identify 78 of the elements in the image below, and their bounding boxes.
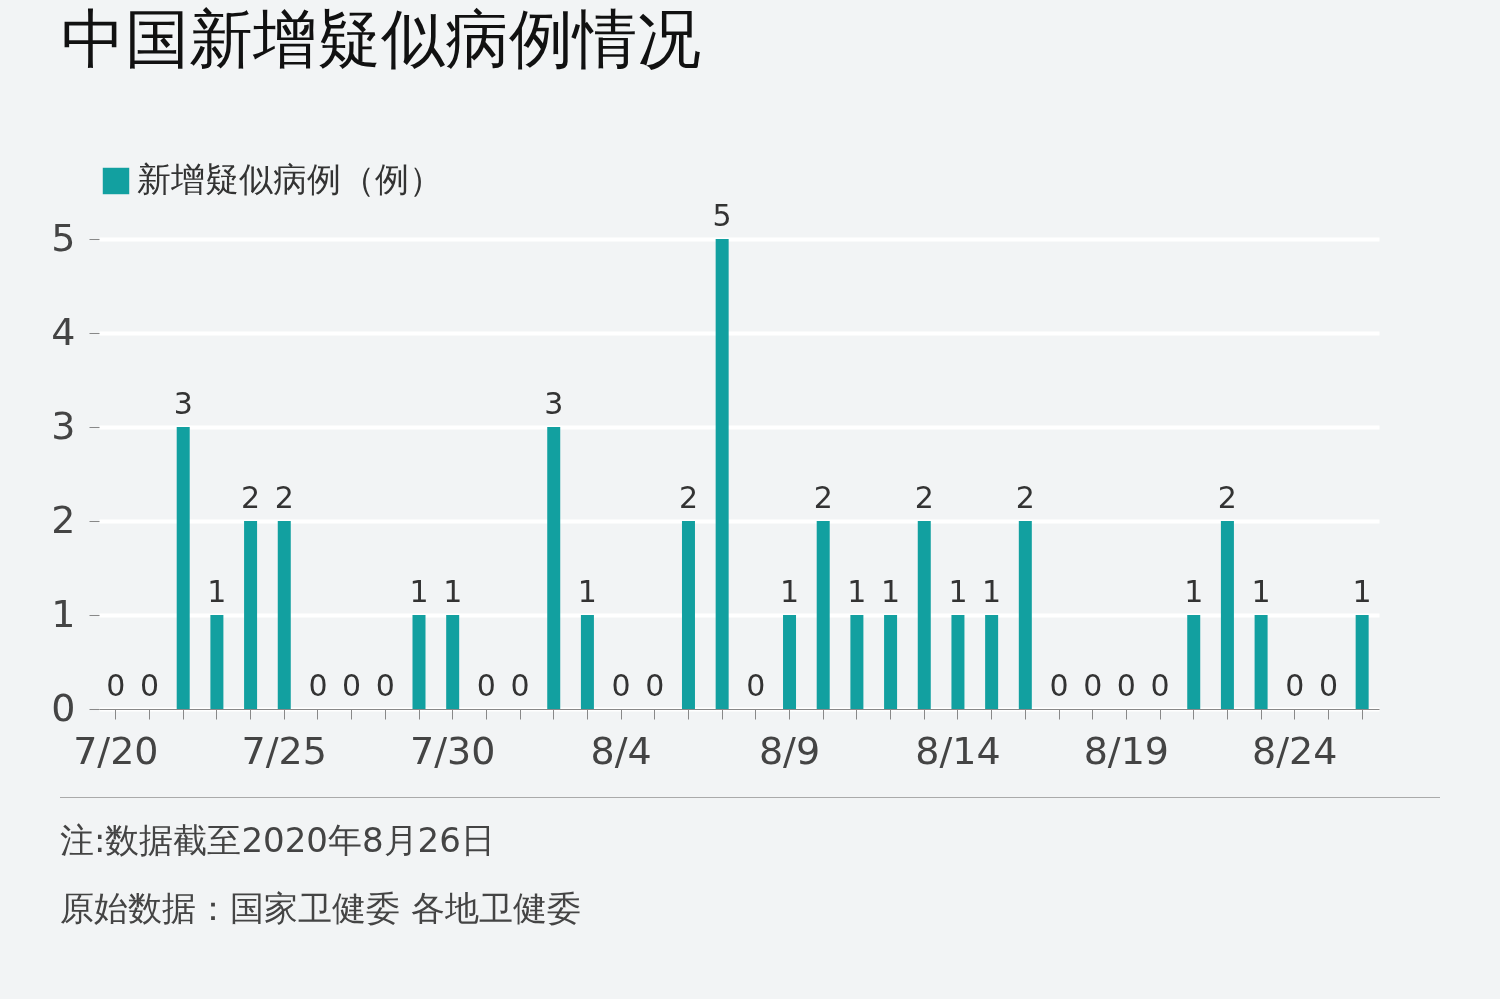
data-label: 0 [1318,668,1339,703]
data-label: 0 [342,668,362,703]
data-label: 0 [1150,668,1170,703]
x-tick-label: 7/20 [73,728,159,773]
x-tick-label: 8/24 [1252,728,1338,773]
x-tick-label: 8/4 [590,728,652,773]
y-tick-label: 4 [51,309,76,354]
data-label: 1 [948,574,968,609]
legend-label: 新增疑似病例（例） [137,159,443,199]
data-label: 2 [914,480,934,515]
data-label: 0 [1049,668,1069,703]
bar [210,615,224,709]
bar [850,615,864,709]
data-label: 1 [1184,574,1204,609]
data-label: 3 [173,386,193,421]
bar [715,239,729,709]
bar [244,521,258,709]
bar [985,615,999,709]
data-label: 1 [443,574,463,609]
y-tick-label: 2 [51,497,76,542]
data-label: 2 [274,480,294,515]
data-label: 0 [1116,668,1136,703]
text: 原始数据：国家卫健委 各地卫健委 [60,887,582,930]
x-tick-label: 8/19 [1083,728,1170,773]
y-tick-label: 0 [51,685,76,730]
x-tick-label: 8/14 [915,728,1001,773]
data-label: 0 [308,668,328,703]
chart-title: 中国新增疑似病例情况 [60,2,701,76]
data-label: 0 [645,668,665,703]
y-tick-label: 5 [51,215,76,260]
bar [580,615,594,709]
data-label: 2 [1217,480,1237,515]
data-label: 1 [577,574,597,609]
data-label: 2 [678,480,699,515]
data-label: 1 [1251,574,1271,609]
data-label: 1 [1352,574,1372,609]
bar [446,615,460,709]
data-label: 0 [139,668,160,703]
data-label: 0 [106,668,126,703]
data-label: 0 [476,668,496,703]
x-tick-label: 7/30 [410,728,496,773]
bar [1254,615,1268,709]
data-label: 3 [544,386,564,421]
data-label: 2 [1015,480,1035,515]
x-tick-label: 8/9 [758,728,821,773]
data-label: 1 [409,574,429,609]
bar [681,521,695,709]
y-tick-label: 3 [51,403,76,448]
data-label: 1 [779,574,800,609]
x-tick-label: 7/25 [241,728,327,773]
data-label: 1 [881,574,901,609]
bar [1187,615,1201,709]
data-label: 1 [847,574,867,609]
data-label: 0 [1285,668,1305,703]
bar [176,427,190,709]
text: 注:数据截至2020年8月26日 [60,819,496,862]
data-label: 0 [1083,668,1103,703]
bar [884,615,898,709]
bar [1220,521,1234,709]
bar [917,521,931,709]
bar [412,615,426,709]
bar [1018,521,1032,709]
data-label: 1 [982,574,1002,609]
bar [277,521,291,709]
bar [783,615,797,709]
bar [1355,615,1369,709]
data-label: 1 [207,574,227,609]
data-label: 0 [746,668,766,703]
data-label: 2 [241,480,261,515]
bar [816,521,830,709]
y-tick-label: 1 [51,591,76,636]
bar [951,615,965,709]
data-label: 0 [375,668,395,703]
data-label: 0 [611,668,631,703]
data-label: 0 [510,668,530,703]
data-label: 5 [712,198,732,233]
data-label: 2 [813,480,833,515]
bar [547,427,561,709]
